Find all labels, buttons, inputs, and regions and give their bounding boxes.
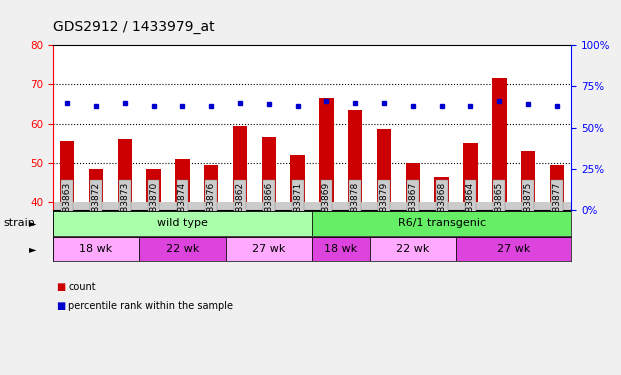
Bar <box>492 78 507 202</box>
Text: ►: ► <box>29 218 37 228</box>
Text: ■: ■ <box>56 282 65 292</box>
Bar <box>60 141 75 202</box>
Bar <box>550 165 564 202</box>
Text: 18 wk: 18 wk <box>324 244 358 254</box>
Bar <box>456 237 571 261</box>
Bar <box>291 155 305 202</box>
Bar <box>312 237 369 261</box>
Text: GSM83875: GSM83875 <box>524 182 533 231</box>
Text: percentile rank within the sample: percentile rank within the sample <box>68 301 233 311</box>
Bar <box>53 202 571 210</box>
Text: 27 wk: 27 wk <box>497 244 530 254</box>
Bar <box>319 98 333 202</box>
Text: GSM83873: GSM83873 <box>120 182 129 231</box>
Text: GDS2912 / 1433979_at: GDS2912 / 1433979_at <box>53 20 214 34</box>
Text: GSM83879: GSM83879 <box>379 182 389 231</box>
Text: GSM83876: GSM83876 <box>207 182 215 231</box>
Bar <box>312 211 571 236</box>
Bar <box>261 137 276 202</box>
Bar <box>89 169 103 202</box>
Text: GSM83867: GSM83867 <box>409 182 417 231</box>
Text: GSM83866: GSM83866 <box>265 182 273 231</box>
Text: GSM83878: GSM83878 <box>351 182 360 231</box>
Text: 18 wk: 18 wk <box>79 244 112 254</box>
Text: GSM83862: GSM83862 <box>235 182 245 231</box>
Bar <box>369 237 456 261</box>
Text: GSM83874: GSM83874 <box>178 182 187 231</box>
Text: count: count <box>68 282 96 292</box>
Bar <box>225 237 312 261</box>
Text: GSM83870: GSM83870 <box>149 182 158 231</box>
Text: GSM83872: GSM83872 <box>91 182 101 231</box>
Text: GSM83864: GSM83864 <box>466 182 475 231</box>
Text: R6/1 transgenic: R6/1 transgenic <box>397 218 486 228</box>
Bar <box>435 177 449 202</box>
Bar <box>521 151 535 202</box>
Bar <box>117 139 132 202</box>
Text: GSM83877: GSM83877 <box>553 182 561 231</box>
Text: 22 wk: 22 wk <box>396 244 430 254</box>
Text: ■: ■ <box>56 301 65 311</box>
Bar <box>377 129 391 202</box>
Text: wild type: wild type <box>157 218 208 228</box>
Bar <box>204 165 219 202</box>
Bar <box>175 159 189 202</box>
Bar <box>233 126 247 202</box>
Bar <box>348 110 363 202</box>
Bar <box>147 169 161 202</box>
Text: ►: ► <box>29 244 37 254</box>
Text: GSM83863: GSM83863 <box>63 182 71 231</box>
Bar <box>53 237 139 261</box>
Bar <box>406 163 420 202</box>
Bar <box>139 237 225 261</box>
Text: GSM83868: GSM83868 <box>437 182 446 231</box>
Text: GSM83865: GSM83865 <box>495 182 504 231</box>
Bar <box>53 211 312 236</box>
Text: strain: strain <box>3 218 35 228</box>
Text: GSM83871: GSM83871 <box>293 182 302 231</box>
Bar <box>463 143 478 202</box>
Text: 27 wk: 27 wk <box>252 244 286 254</box>
Text: 22 wk: 22 wk <box>166 244 199 254</box>
Text: GSM83869: GSM83869 <box>322 182 331 231</box>
